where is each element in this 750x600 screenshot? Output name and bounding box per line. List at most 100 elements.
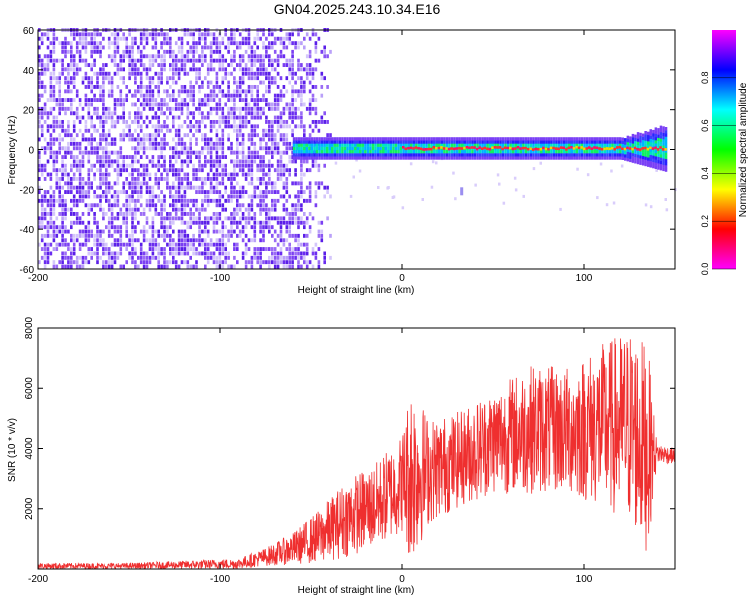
spectrogram-cell [489,143,492,147]
spectrogram-cell [206,251,210,256]
spectrogram-cell [662,164,665,168]
spectrogram-cell [145,155,149,159]
spectrogram-cell [384,137,387,141]
spectrogram-cell [509,153,512,157]
spectrogram-cell [154,124,158,129]
spectrogram-cell [259,260,262,265]
spectrogram-cell [78,216,82,221]
spectrogram-cell [122,242,125,247]
spectrogram-cell [256,85,259,89]
spectrogram-cell [172,203,175,208]
spectrogram-cell [241,36,245,41]
spectrogram-cell [303,143,306,147]
spectrogram-cell [534,140,538,144]
spectrogram-cell [641,149,645,153]
spectrogram-cell [166,128,169,133]
spectrogram-cell [221,80,225,85]
spectrogram-cell [404,156,408,160]
spectrogram-cell [279,76,283,81]
spectrogram-cell [361,140,365,144]
spectrogram-cell [46,255,50,260]
spectrogram-cell [659,160,663,165]
spectrogram-cell [478,146,481,149]
spectrogram-cell [221,115,225,120]
spectrogram-cell [268,45,271,50]
spectrogram-cell [326,133,329,138]
spectrogram-cell [209,150,213,155]
spectrogram-cell [276,141,280,146]
spectrogram-cell [107,233,111,238]
spectrogram-cell [639,155,642,159]
spectrogram-cell [169,98,172,102]
spectrogram-cell [262,54,265,59]
spectrogram-cell [247,194,251,199]
spectrogram-cell [70,67,73,72]
spectrogram-cell [116,49,120,54]
spectrogram-cell [506,146,509,150]
spectrogram-cell [93,220,96,225]
spectrogram-cell [590,147,594,150]
spectrogram-cell [265,247,268,251]
spectrogram-cell [61,71,64,76]
spectrogram-cell [247,89,251,94]
spectrogram-cell [317,233,321,238]
spectrogram-cell [488,147,492,151]
spectrogram-cell [305,143,308,147]
spectrogram-cell [122,159,125,164]
spectrogram-cell [70,220,73,225]
spectrogram-cell [341,153,344,157]
spectrogram-cell [169,93,172,98]
spectrogram-cell [297,140,301,144]
spectrogram-cell [160,172,163,177]
spectrogram-cell [137,198,140,203]
spectrogram-cell [212,93,216,98]
spectrogram-cell [399,137,403,141]
spectrogram-cell [313,153,316,157]
spectrogram-cell [224,225,227,230]
spectrogram-cell [163,111,166,116]
spectrogram-cell [369,146,372,151]
spectrogram-cell [379,146,382,151]
spectrogram-cell [72,194,76,199]
spectrogram-cell [447,147,451,151]
spectrogram-cell [241,146,245,151]
spectrogram-cell [221,146,225,151]
spectrogram-cell [471,143,474,147]
spectrogram-cell [55,124,59,129]
spectrogram-cell [134,67,137,72]
spectrogram-cell [122,58,125,63]
spectrogram-cell [174,159,178,164]
spectrogram-cell [204,229,207,234]
spectrogram-cell [285,168,289,173]
spectrogram-cell [183,58,187,63]
spectrogram-cell [180,229,184,234]
spectrogram-cell [230,159,233,164]
spectrogram-cell [308,143,311,147]
spectrogram-cell [227,177,230,181]
spectrogram-cell [305,106,309,111]
spectrogram-cell [320,140,324,144]
spectrogram-marks [38,28,677,269]
spectrogram-cell [46,233,50,238]
spectrogram-cell [555,153,558,157]
spectrogram-cell [236,133,239,138]
spectrogram-cell [87,102,91,107]
spectrogram-cell [250,181,254,186]
spectrogram-cell [308,149,311,154]
spectrogram-cell [221,155,225,159]
spectrogram-cell [43,163,47,168]
spectrogram-cell [265,141,268,146]
spectrogram-cell [389,137,393,141]
spectrogram-cell [310,153,314,157]
spectrogram-cell [583,140,586,144]
spectrogram-cell [387,140,390,144]
spectrogram-cell [364,156,367,160]
spectrogram-cell [233,93,236,98]
spectrogram-cell [218,242,222,247]
spectrogram-cell [552,153,556,157]
spectrogram-cell [49,225,53,230]
spectrogram-cell [636,138,640,142]
spectrogram-cell [166,41,169,46]
spectrogram-cell [315,137,319,141]
spectrogram-cell [618,149,622,154]
